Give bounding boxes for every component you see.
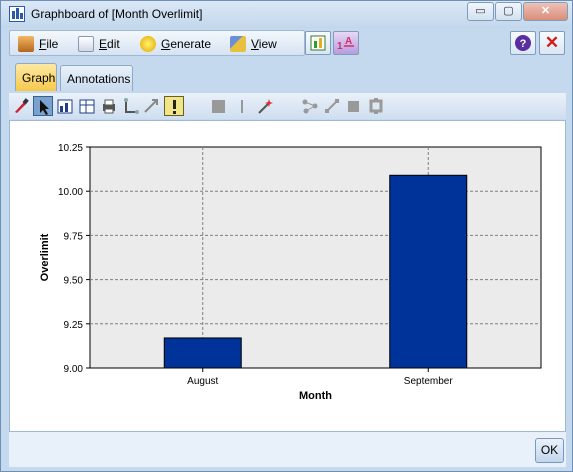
file-icon <box>18 36 34 52</box>
help-button[interactable]: ? <box>510 31 536 55</box>
bar-chart: 9.00 9.25 9.50 9.75 10.00 10.25 August Septembe… <box>39 143 542 402</box>
bar-chart-tool-icon[interactable] <box>56 97 74 115</box>
menu-bar: File Edit Generate View <box>9 30 305 56</box>
highlight-tool-icon[interactable] <box>164 96 184 116</box>
tab-annotations[interactable]: Annotations <box>60 65 133 91</box>
menu-file-label: File <box>39 37 59 51</box>
sort-icon: 1 A <box>337 36 354 52</box>
menu-file[interactable]: File <box>18 35 58 53</box>
plot-area <box>89 146 542 369</box>
graphboard-app-icon <box>9 6 25 22</box>
line-tool-icon[interactable] <box>234 97 252 115</box>
help-icon: ? <box>515 35 531 51</box>
menu-view-label: View <box>251 37 277 51</box>
paintbrush-icon[interactable] <box>12 97 30 115</box>
generate-icon <box>140 36 156 52</box>
y-tick-label: 9.25 <box>64 320 84 331</box>
x-tick-label: September <box>404 376 454 387</box>
print-icon[interactable] <box>100 97 118 115</box>
ok-button[interactable]: OK <box>535 438 564 463</box>
edit-icon <box>78 36 94 52</box>
minimize-button[interactable]: ▭ <box>467 2 494 21</box>
graph-toolbar <box>9 93 566 119</box>
x-axis-label: Month <box>299 390 332 402</box>
graph-panel: 9.00 9.25 9.50 9.75 10.00 10.25 August Septembe… <box>9 120 566 432</box>
svg-text:A: A <box>345 36 352 47</box>
table-tool-icon[interactable] <box>78 97 96 115</box>
svg-text:1: 1 <box>337 41 343 52</box>
tab-graph[interactable]: Graph <box>15 63 57 91</box>
window-close-button[interactable]: ✕ <box>523 2 568 21</box>
y-tick-label: 10.25 <box>58 143 83 154</box>
menu-edit[interactable]: Edit <box>78 35 120 53</box>
title-bar[interactable]: Graphboard of [Month Overlimit] ▭ ▢ ✕ <box>1 1 572 28</box>
menu-generate[interactable]: Generate <box>140 35 211 53</box>
magic-wand-icon[interactable] <box>256 97 274 115</box>
network-tool-icon[interactable] <box>301 97 319 115</box>
menu-generate-label: Generate <box>161 37 212 51</box>
square-tool-icon[interactable] <box>345 97 363 115</box>
window-title: Graphboard of [Month Overlimit] <box>31 7 203 21</box>
y-axis-label: Overlimit <box>39 233 51 281</box>
resize-tool-icon[interactable] <box>323 97 341 115</box>
status-strip <box>9 432 566 467</box>
view-icon <box>230 36 246 52</box>
pointer-tool-icon[interactable] <box>33 96 53 116</box>
export-graph-button[interactable] <box>305 31 331 55</box>
sort-button[interactable]: 1 A <box>333 31 359 55</box>
y-tick-label: 9.75 <box>64 231 84 242</box>
y-tick-label: 10.00 <box>58 187 83 198</box>
bar-september <box>389 174 468 369</box>
menu-view[interactable]: View <box>230 35 277 53</box>
rectangle-tool-icon[interactable] <box>210 97 228 115</box>
export-graph-icon <box>310 35 326 51</box>
maximize-button[interactable]: ▢ <box>495 2 522 21</box>
bar-august <box>163 337 242 369</box>
menu-edit-label: Edit <box>99 37 120 51</box>
zoom-tool-icon[interactable] <box>142 97 160 115</box>
svg-text:?: ? <box>520 38 527 50</box>
axis-tool-icon[interactable] <box>122 97 140 115</box>
y-tick-label: 9.50 <box>64 276 84 287</box>
frame-tool-icon[interactable] <box>367 97 385 115</box>
y-tick-label: 9.00 <box>64 364 84 375</box>
graph-close-button[interactable]: ✕ <box>539 31 565 55</box>
x-tick-label: August <box>187 376 218 387</box>
